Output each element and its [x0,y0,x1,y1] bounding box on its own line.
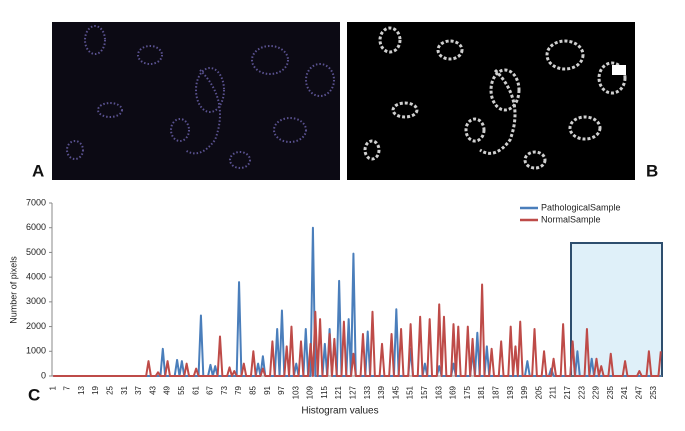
panel-b-bright-spot [612,65,626,75]
x-tick-label: 193 [506,385,515,399]
x-tick-label: 61 [191,385,200,394]
x-tick-label: 151 [406,385,415,399]
x-tick-label: 199 [520,385,529,399]
y-tick-label: 5000 [26,247,46,257]
x-tick-label: 19 [91,385,100,394]
x-tick-label: 241 [620,385,629,399]
x-tick-label: 217 [563,385,572,399]
x-tick-label: 157 [420,385,429,399]
x-tick-label: 211 [549,385,558,398]
y-tick-label: 6000 [26,222,46,232]
panel-a-image [52,22,340,180]
y-tick-label: 2000 [26,321,46,331]
panel-label: A [32,161,44,180]
x-tick-label: 55 [177,385,186,394]
panel-a-rings [66,25,335,169]
x-axis-label: Histogram values [301,406,378,417]
panel-label: C [28,385,40,404]
x-tick-label: 163 [434,385,443,399]
panel-b-blobs [363,26,627,170]
x-tick-label: 85 [248,385,257,394]
x-tick-label: 7 [63,385,72,390]
x-tick-label: 109 [306,385,315,399]
x-tick-label: 1 [48,385,57,390]
x-tick-label: 79 [234,385,243,394]
y-tick-label: 1000 [26,346,46,356]
x-tick-label: 181 [477,385,486,399]
x-tick-label: 253 [649,385,658,399]
x-tick-label: 145 [391,385,400,399]
x-tick-label: 121 [334,385,343,399]
y-tick-label: 4000 [26,272,46,282]
x-tick-label: 235 [606,385,615,399]
panel-label: B [646,161,658,180]
y-axis-label: Number of pixels [8,256,18,324]
x-tick-label: 127 [349,385,358,399]
x-tick-label: 115 [320,385,329,398]
x-tick-label: 31 [120,385,129,394]
x-tick-label: 97 [277,385,286,394]
x-tick-label: 187 [492,385,501,399]
x-tick-label: 247 [634,385,643,399]
x-tick-label: 205 [534,385,543,399]
legend-label: NormalSample [541,214,601,224]
x-tick-label: 229 [592,385,601,399]
x-tick-label: 73 [220,385,229,394]
x-tick-label: 133 [363,385,372,399]
series-line [53,283,662,377]
x-tick-label: 169 [449,385,458,399]
y-tick-label: 3000 [26,296,46,306]
x-tick-label: 43 [148,385,157,394]
x-tick-label: 91 [263,385,272,394]
x-tick-label: 175 [463,385,472,399]
legend-label: PathologicalSample [541,202,621,212]
y-tick-label: 0 [41,370,46,380]
x-tick-label: 67 [206,385,215,394]
x-tick-label: 49 [163,385,172,394]
x-tick-label: 139 [377,385,386,399]
x-tick-label: 13 [77,385,86,394]
series-line [53,226,661,377]
y-tick-label: 7000 [26,197,46,207]
x-tick-label: 25 [105,385,114,394]
panel-b-image [347,22,635,180]
x-tick-label: 103 [291,385,300,399]
x-tick-label: 37 [134,385,143,394]
x-tick-label: 223 [577,385,586,399]
